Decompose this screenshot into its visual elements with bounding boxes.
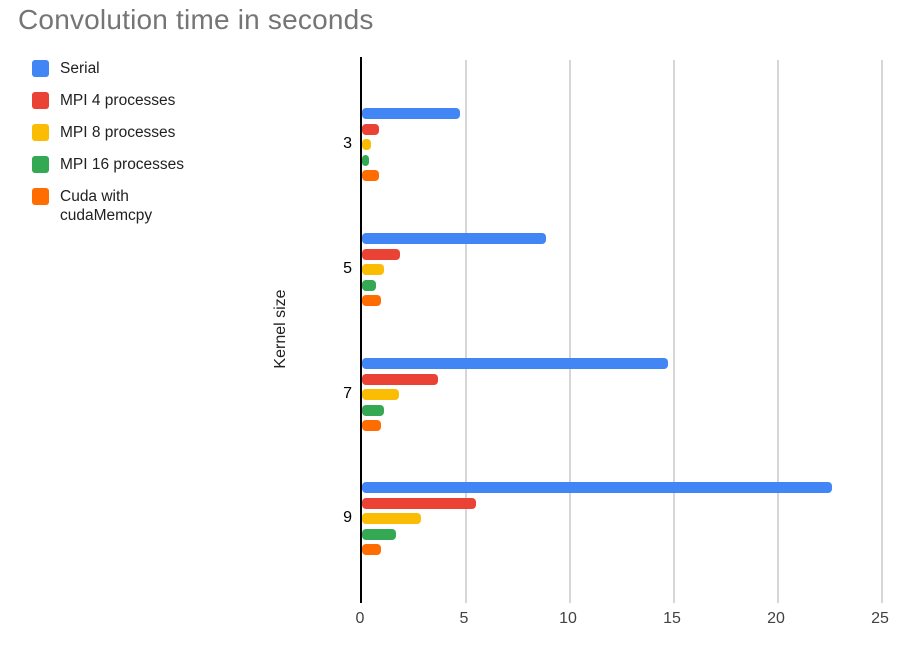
x-tick-label-15: 15	[663, 610, 681, 627]
y-category-label-7: 7	[343, 384, 352, 402]
bar-mpi-16-processes-kernel-5	[362, 279, 376, 291]
bar-cuda-with-cudamemcpy-kernel-3	[362, 170, 379, 182]
legend-label: Serial	[60, 60, 100, 77]
x-tick-label-0: 0	[355, 610, 365, 627]
legend-item-mpi-8-processes: MPI 8 processes	[32, 123, 242, 142]
y-category-label-9: 9	[343, 508, 352, 526]
bar-mpi-4-processes-kernel-3	[362, 123, 379, 135]
bar-cuda-with-cudamemcpy-kernel-9	[362, 544, 381, 556]
bar-mpi-8-processes-kernel-7	[362, 389, 400, 401]
bar-mpi-4-processes-kernel-7	[362, 373, 438, 385]
bar-mpi-16-processes-kernel-7	[362, 404, 384, 416]
bar-cuda-with-cudamemcpy-kernel-5	[362, 295, 381, 307]
legend-label: MPI 16 processes	[60, 156, 185, 173]
bar-cuda-with-cudamemcpy-kernel-7	[362, 420, 381, 432]
legend-swatch-icon	[32, 188, 49, 205]
x-tick-label-25: 25	[871, 610, 889, 627]
plot-area	[360, 57, 883, 603]
gridline-x-5	[465, 60, 467, 603]
y-category-label-5: 5	[343, 259, 352, 277]
bar-mpi-4-processes-kernel-9	[362, 497, 477, 509]
legend-item-mpi-4-processes: MPI 4 processes	[32, 91, 242, 110]
gridline-x-15	[673, 60, 675, 603]
legend-swatch-icon	[32, 156, 49, 173]
legend-swatch-icon	[32, 92, 49, 109]
bar-serial-kernel-5	[362, 233, 547, 244]
x-tick-label-20: 20	[767, 610, 785, 627]
bar-mpi-16-processes-kernel-9	[362, 528, 397, 540]
bar-mpi-8-processes-kernel-9	[362, 513, 422, 525]
gridline-x-25	[881, 60, 883, 603]
bar-serial-kernel-7	[362, 358, 668, 369]
y-axis-title: Kernel size	[272, 289, 289, 369]
legend-item-serial: Serial	[32, 59, 242, 78]
legend-label: MPI 4 processes	[60, 92, 176, 109]
legend-item-mpi-16-processes: MPI 16 processes	[32, 155, 242, 174]
bar-mpi-4-processes-kernel-5	[362, 248, 401, 260]
legend: Serial MPI 4 processes MPI 8 processes MPI …	[32, 59, 242, 238]
bar-mpi-8-processes-kernel-5	[362, 264, 384, 276]
y-category-label-3: 3	[343, 134, 352, 152]
legend-swatch-icon	[32, 60, 49, 77]
gridline-x-20	[777, 60, 779, 603]
legend-item-cuda-with-cudamemcpy: Cuda with cudaMemcpy	[32, 187, 242, 225]
bar-mpi-8-processes-kernel-3	[362, 139, 372, 151]
x-tick-label-5: 5	[459, 610, 469, 627]
bar-serial-kernel-3	[362, 108, 460, 119]
bar-serial-kernel-9	[362, 482, 833, 493]
gridline-x-10	[569, 60, 571, 603]
bar-mpi-16-processes-kernel-3	[362, 154, 370, 166]
legend-swatch-icon	[32, 124, 49, 141]
chart-title: Convolution time in seconds	[18, 4, 374, 35]
legend-label: MPI 8 processes	[60, 124, 176, 141]
legend-label: Cuda with cudaMemcpy	[60, 188, 153, 224]
x-tick-label-10: 10	[559, 610, 577, 627]
